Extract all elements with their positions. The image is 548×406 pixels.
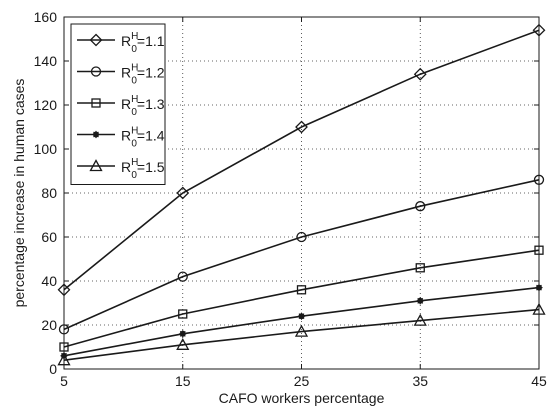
legend: RH 0=1.1RH 0=1.2RH 0=1.3RH 0=1.4RH 0=1.5 — [70, 23, 166, 185]
legend-label: RH 0=1.3 — [121, 94, 165, 118]
y-tick-label: 160 — [34, 9, 58, 25]
legend-label-sup: H — [131, 157, 138, 168]
legend-label-main: R — [121, 33, 131, 49]
legend-marker-triangle — [89, 159, 103, 172]
series-line — [63, 179, 540, 331]
legend-marker-circle — [90, 66, 102, 77]
legend-label-main: R — [121, 65, 131, 81]
data-point-star — [416, 297, 424, 305]
y-tick-label: 80 — [41, 185, 57, 201]
legend-box — [70, 23, 166, 185]
data-point-circle — [58, 324, 70, 335]
series-square — [59, 245, 544, 352]
data-point-triangle — [176, 337, 190, 350]
series-line — [63, 249, 540, 348]
data-point-square — [415, 263, 425, 273]
legend-label-sup: H — [131, 31, 138, 42]
legend-label-value: =1.3 — [137, 96, 165, 112]
legend-label-sup: H — [131, 126, 138, 137]
legend-label-value: =1.5 — [137, 159, 165, 175]
data-point-triangle — [294, 324, 309, 337]
series-triangle — [57, 302, 546, 366]
data-point-square — [296, 285, 307, 295]
series-diamond — [57, 23, 546, 297]
legend-label: RH 0=1.1 — [121, 31, 165, 55]
legend-label: RH 0=1.4 — [121, 126, 165, 150]
y-tick-label: 60 — [41, 229, 57, 245]
data-point-diamond — [413, 67, 427, 81]
axis-ticks: 5 15 25 35 45 0 20 40 60 80 100 120 140 160 — [34, 9, 547, 389]
legend-item: RH 0=1.1 — [77, 31, 165, 55]
x-tick-label: 25 — [294, 373, 310, 389]
data-point-diamond — [176, 186, 190, 200]
data-point-star — [297, 312, 306, 320]
data-point-square — [178, 309, 188, 319]
x-tick-label: 35 — [412, 373, 428, 389]
series-group — [57, 23, 546, 366]
series-line — [63, 308, 540, 361]
legend-label: RH 0=1.5 — [121, 157, 165, 181]
legend-label-main: R — [121, 96, 131, 112]
x-tick-label: 5 — [60, 373, 68, 389]
data-point-diamond — [532, 23, 546, 37]
y-tick-label: 0 — [49, 361, 57, 377]
data-point-triangle — [413, 313, 427, 326]
legend-label-sub: 0 — [131, 139, 137, 150]
data-point-circle — [415, 201, 426, 212]
legend-label-value: =1.1 — [137, 33, 165, 49]
legend-label-sub: 0 — [131, 170, 137, 181]
data-point-diamond — [57, 283, 71, 297]
legend-marker-square — [91, 98, 101, 108]
y-tick-label: 20 — [41, 317, 57, 333]
data-point-diamond — [295, 120, 308, 134]
x-tick-label: 15 — [175, 373, 191, 389]
legend-label-sup: H — [131, 94, 138, 105]
y-tick-label: 40 — [41, 273, 57, 289]
legend-item: RH 0=1.5 — [77, 157, 165, 181]
legend-label-sub: 0 — [131, 76, 137, 87]
x-axis-label: CAFO workers percentage — [219, 390, 385, 406]
data-point-star — [179, 330, 187, 338]
legend-item: RH 0=1.2 — [77, 63, 165, 87]
legend-item: RH 0=1.3 — [77, 94, 165, 118]
legend-label-value: =1.4 — [137, 128, 165, 144]
data-point-star — [535, 284, 543, 292]
data-point-square — [534, 245, 544, 255]
legend-item: RH 0=1.4 — [77, 126, 165, 150]
y-axis-label: percentage increase in human cases — [11, 79, 27, 308]
data-point-square — [59, 342, 69, 352]
legend-label-value: =1.2 — [137, 65, 165, 81]
series-circle — [58, 174, 545, 335]
y-tick-label: 140 — [34, 53, 58, 69]
y-tick-label: 100 — [34, 141, 58, 157]
data-point-triangle — [57, 353, 71, 366]
legend-marker-star — [92, 130, 100, 139]
data-point-circle — [533, 174, 545, 185]
series-line — [63, 29, 540, 291]
legend-label: RH 0=1.2 — [121, 63, 165, 87]
data-point-circle — [177, 271, 188, 282]
data-point-triangle — [532, 302, 546, 315]
x-tick-label: 45 — [531, 373, 547, 389]
y-tick-label: 120 — [34, 97, 58, 113]
legend-marker-diamond — [89, 33, 103, 47]
legend-label-sub: 0 — [131, 44, 137, 55]
legend-label-sup: H — [131, 63, 138, 74]
legend-label-sub: 0 — [131, 107, 137, 118]
data-point-circle — [296, 231, 307, 243]
legend-label-main: R — [121, 159, 131, 175]
legend-label-main: R — [121, 128, 131, 144]
